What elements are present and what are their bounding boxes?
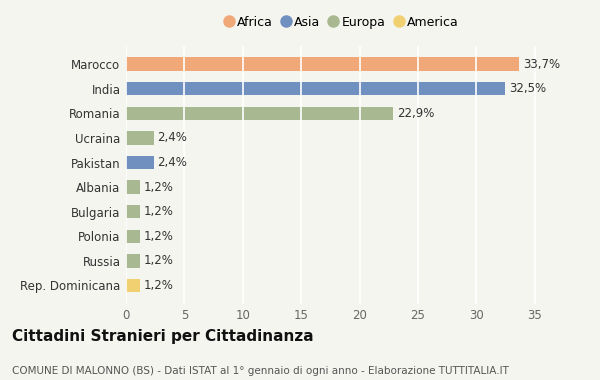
Text: 2,4%: 2,4%	[158, 156, 187, 169]
Text: COMUNE DI MALONNO (BS) - Dati ISTAT al 1° gennaio di ogni anno - Elaborazione TU: COMUNE DI MALONNO (BS) - Dati ISTAT al 1…	[12, 366, 509, 376]
Bar	[126, 230, 140, 243]
Bar	[126, 82, 505, 95]
Text: 22,9%: 22,9%	[397, 107, 434, 120]
Bar	[126, 57, 520, 71]
Text: 2,4%: 2,4%	[158, 131, 187, 144]
Bar	[126, 131, 154, 145]
Bar	[126, 279, 140, 292]
Bar	[126, 205, 140, 218]
Legend: Africa, Asia, Europa, America: Africa, Asia, Europa, America	[221, 11, 463, 33]
Bar	[126, 106, 394, 120]
Text: 1,2%: 1,2%	[143, 230, 173, 243]
Bar	[126, 254, 140, 268]
Text: 1,2%: 1,2%	[143, 254, 173, 268]
Text: 32,5%: 32,5%	[509, 82, 546, 95]
Text: 33,7%: 33,7%	[523, 58, 560, 71]
Text: Cittadini Stranieri per Cittadinanza: Cittadini Stranieri per Cittadinanza	[12, 329, 314, 344]
Bar	[126, 156, 154, 169]
Text: 1,2%: 1,2%	[143, 279, 173, 292]
Text: 1,2%: 1,2%	[143, 180, 173, 193]
Text: 1,2%: 1,2%	[143, 205, 173, 218]
Bar	[126, 180, 140, 194]
